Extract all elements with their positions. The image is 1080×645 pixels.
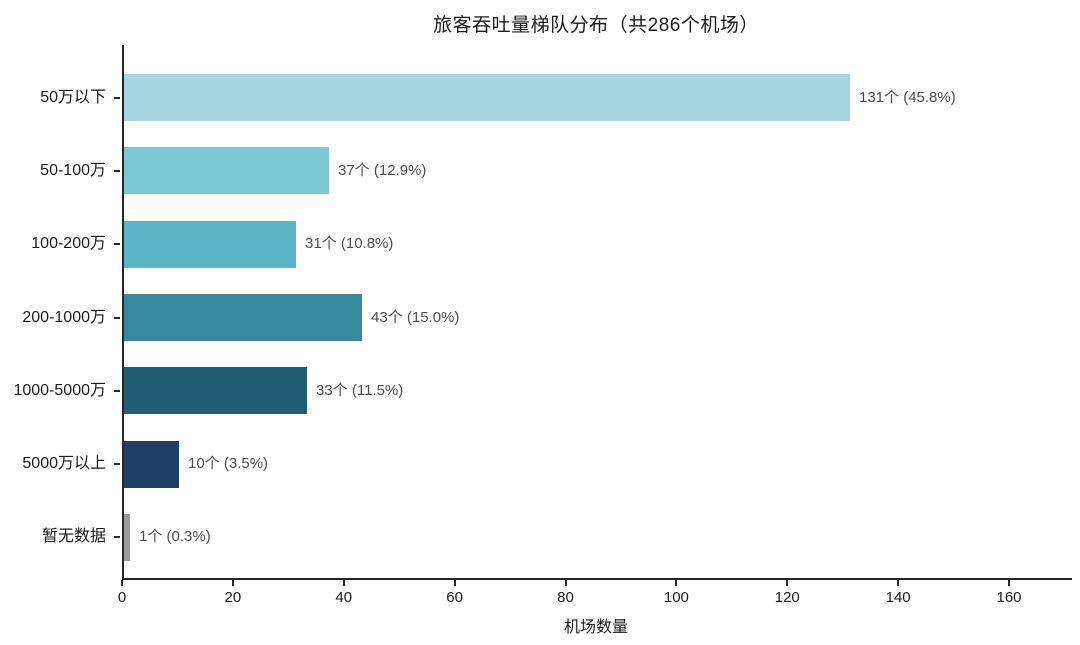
- value-label-0: 131个 (45.8%): [859, 88, 956, 106]
- y-label-0: 50万以下: [40, 88, 106, 106]
- x-tick-label-20: 20: [224, 589, 242, 606]
- x-tick-label-100: 100: [663, 589, 689, 606]
- chart-title: 旅客吞吐量梯队分布（共286个机场）: [433, 15, 759, 36]
- y-label-3: 200-1000万: [22, 308, 106, 326]
- x-tick-20: [231, 580, 234, 586]
- x-tick-label-120: 120: [774, 589, 800, 606]
- x-tick-label-80: 80: [557, 589, 574, 606]
- x-tick-label-0: 0: [117, 589, 127, 606]
- bar-5: [124, 440, 179, 488]
- x-tick-160: [1008, 580, 1011, 586]
- bar-1: [124, 147, 329, 195]
- y-tick-3: [114, 316, 120, 319]
- y-tick-2: [114, 243, 120, 246]
- bar-6: [124, 513, 130, 561]
- y-tick-5: [114, 463, 120, 466]
- y-label-5: 5000万以上: [22, 455, 106, 473]
- y-label-2: 100-200万: [31, 235, 106, 253]
- value-label-3: 43个 (15.0%): [371, 308, 460, 326]
- x-tick-40: [342, 580, 345, 586]
- x-tick-140: [897, 580, 900, 586]
- x-axis-title: 机场数量: [563, 619, 628, 636]
- x-tick-0: [121, 580, 123, 586]
- x-tick-label-60: 60: [446, 589, 463, 606]
- y-tick-0: [114, 96, 120, 99]
- x-tick-80: [564, 580, 567, 586]
- plot-area: 131个 (45.8%) 37个 (12.9%) 31个 (10.8%) 43个 (1…: [122, 45, 1072, 580]
- x-tick-120: [786, 580, 789, 586]
- x-tick-100: [675, 580, 678, 586]
- x-tick-60: [453, 580, 456, 586]
- value-label-6: 1个 (0.3%): [139, 528, 211, 546]
- y-label-4: 1000-5000万: [13, 381, 106, 399]
- value-label-1: 37个 (12.9%): [338, 161, 427, 179]
- bar-0: [124, 74, 850, 122]
- bar-3: [124, 294, 362, 342]
- value-label-2: 31个 (10.8%): [305, 235, 394, 253]
- bar-4: [124, 367, 307, 415]
- y-label-1: 50-100万: [40, 161, 106, 179]
- value-label-4: 33个 (11.5%): [316, 381, 404, 399]
- value-label-5: 10个 (3.5%): [188, 455, 269, 473]
- x-tick-label-40: 40: [335, 589, 353, 606]
- x-tick-label-140: 140: [885, 589, 911, 606]
- y-label-6: 暂无数据: [41, 528, 106, 546]
- x-tick-label-160: 160: [996, 589, 1022, 606]
- y-tick-4: [114, 389, 120, 392]
- y-tick-1: [114, 169, 120, 172]
- y-tick-6: [114, 536, 120, 539]
- bar-2: [124, 220, 296, 268]
